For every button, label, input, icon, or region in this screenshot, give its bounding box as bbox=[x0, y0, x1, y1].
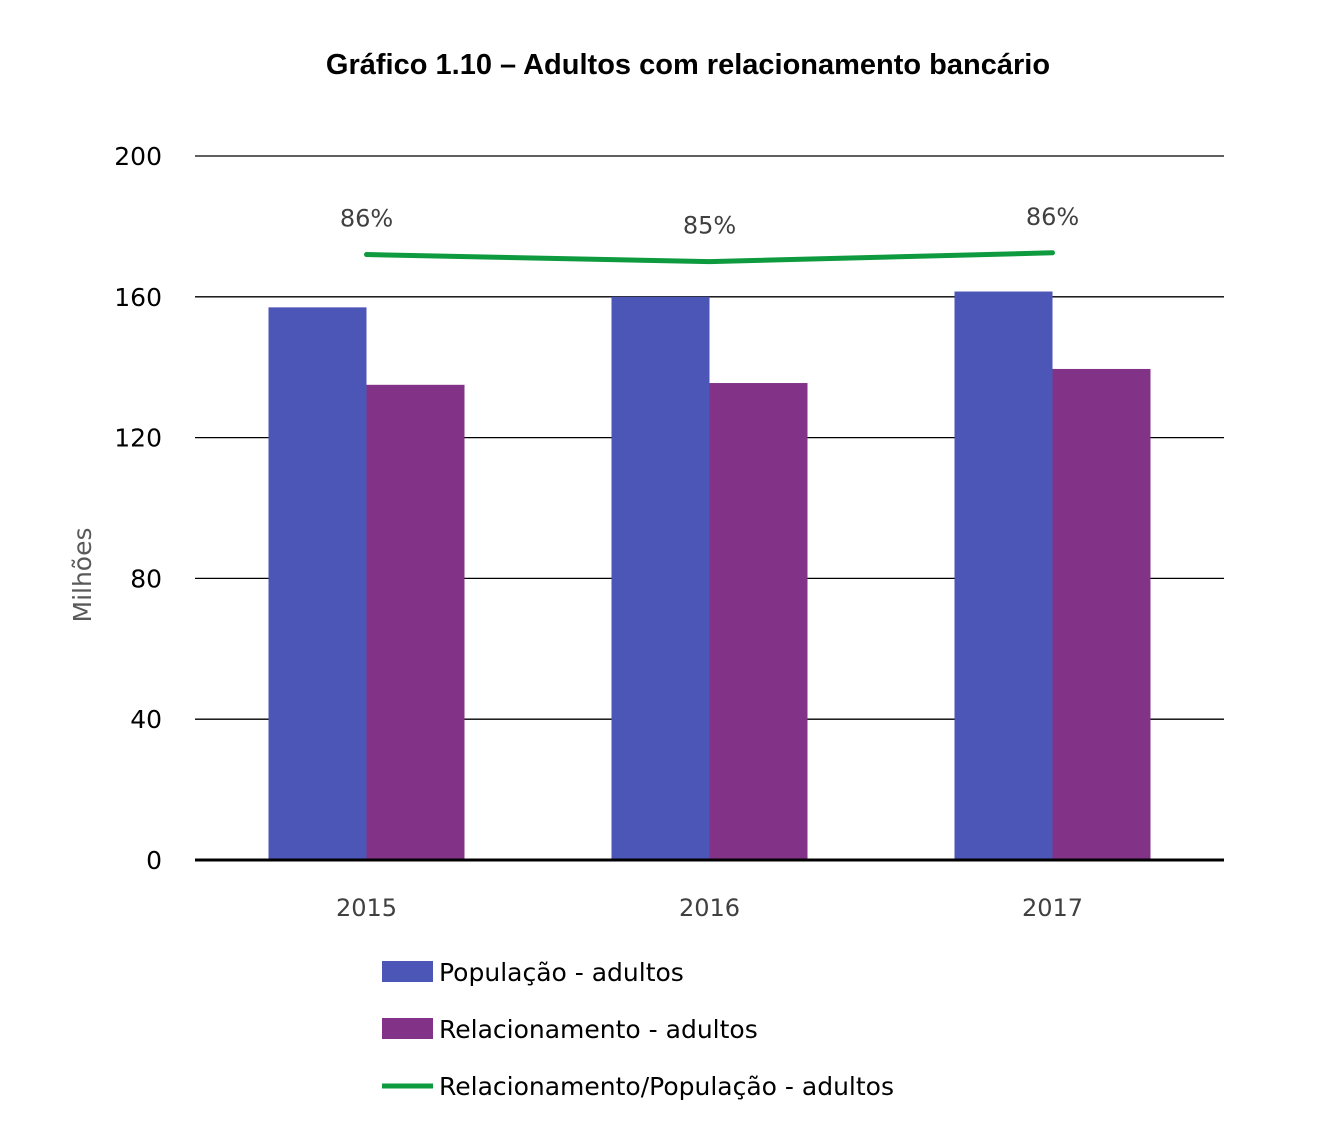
bar-relacionamento-2015 bbox=[366, 384, 465, 860]
y-tick-label: 40 bbox=[130, 705, 162, 734]
legend-label: População - adultos bbox=[439, 958, 684, 987]
ratio-data-label: 86% bbox=[340, 205, 393, 233]
legend-swatch bbox=[382, 1018, 433, 1039]
y-tick-label: 120 bbox=[114, 424, 162, 453]
y-tick-label: 0 bbox=[146, 846, 162, 875]
bar-relacionamento-2017 bbox=[1052, 368, 1151, 860]
bar-populacao-2015 bbox=[268, 307, 367, 860]
bar-relacionamento-2016 bbox=[709, 383, 808, 860]
y-tick-label: 200 bbox=[114, 142, 162, 171]
bars bbox=[268, 291, 1151, 860]
ratio-series-line bbox=[364, 250, 1055, 265]
x-tick-label: 2015 bbox=[336, 894, 397, 922]
legend: População - adultos Relacionamento - adul… bbox=[382, 958, 894, 1101]
x-tick-label: 2016 bbox=[679, 894, 740, 922]
legend-label: Relacionamento - adultos bbox=[439, 1015, 758, 1044]
x-tick-label: 2017 bbox=[1022, 894, 1083, 922]
bar-populacao-2017 bbox=[954, 291, 1053, 860]
y-axis-label: Milhões bbox=[68, 527, 97, 622]
legend-swatch bbox=[382, 961, 433, 982]
bar-populacao-2016 bbox=[611, 296, 710, 860]
ratio-line: 86% 85% 86% bbox=[340, 203, 1079, 265]
x-axis-ticks: 2015 2016 2017 bbox=[336, 894, 1083, 922]
ratio-data-label: 85% bbox=[683, 212, 736, 240]
chart-title: Gráfico 1.10 – Adultos com relacionament… bbox=[326, 49, 1050, 81]
y-tick-label: 80 bbox=[130, 564, 162, 593]
legend-label: Relacionamento/População - adultos bbox=[439, 1072, 894, 1101]
y-tick-label: 160 bbox=[114, 283, 162, 312]
ratio-data-label: 86% bbox=[1026, 203, 1079, 231]
y-axis-ticks: 0 40 80 120 160 200 bbox=[114, 142, 162, 875]
